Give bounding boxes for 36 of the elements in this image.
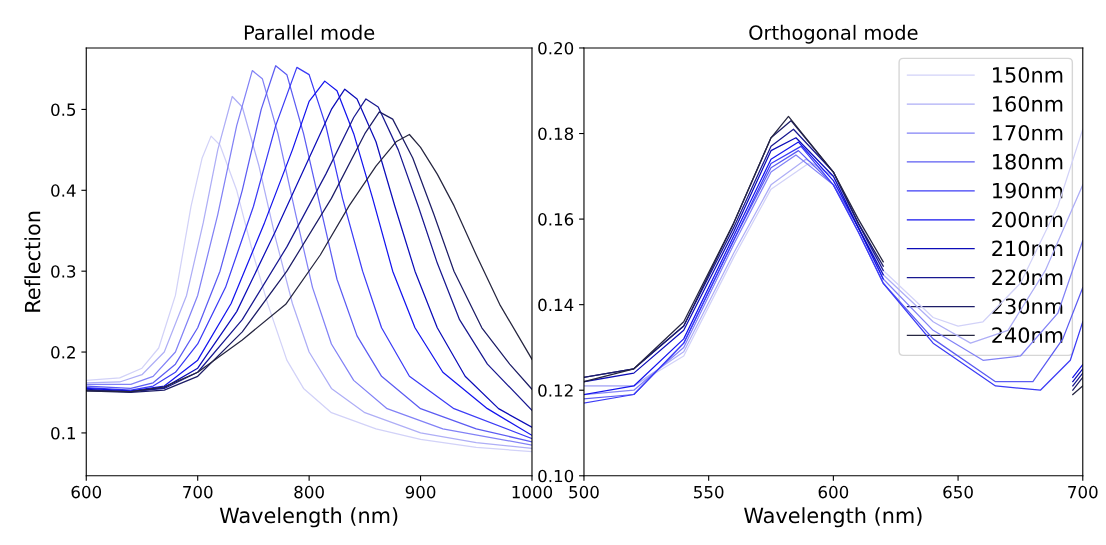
legend-label: 160nm xyxy=(993,95,1063,112)
legend-label: 230nm xyxy=(992,298,1063,315)
x-tick-label: 550 xyxy=(694,485,724,499)
x-tick-label: 900 xyxy=(405,485,436,499)
legend-label: 180nm xyxy=(993,153,1063,170)
legend-label: 240nm xyxy=(992,327,1063,344)
chart-title: Orthogonal mode xyxy=(749,24,918,44)
y-axis-title: Reflection xyxy=(24,211,41,312)
y-tick-label: 0.10 xyxy=(538,469,574,483)
y-tick-label: 0.18 xyxy=(538,127,574,141)
x-tick-label: 500 xyxy=(569,485,599,499)
y-tick-label: 0.16 xyxy=(538,213,574,226)
legend-label: 170nm xyxy=(993,124,1063,141)
legend-label: 190nm xyxy=(993,182,1063,199)
legend-label: 210nm xyxy=(992,240,1063,257)
y-tick-label: 0.3 xyxy=(51,265,76,278)
y-tick-label: 0.1 xyxy=(51,426,76,440)
y-tick-label: 0.5 xyxy=(51,103,76,116)
x-tick-label: 700 xyxy=(183,485,213,499)
y-tick-label: 0.12 xyxy=(538,384,573,397)
x-tick-label: 1000 xyxy=(512,485,553,499)
legend-label: 220nm xyxy=(992,269,1063,286)
x-tick-label: 600 xyxy=(71,485,102,499)
x-tick-label: 650 xyxy=(943,485,973,499)
y-tick-label: 0.4 xyxy=(51,184,76,197)
y-tick-label: 0.2 xyxy=(51,346,75,359)
x-axis-title: Wavelength (nm) xyxy=(744,507,922,528)
chart-title: Parallel mode xyxy=(244,24,375,40)
x-axis-title: Wavelength (nm) xyxy=(219,507,398,528)
x-tick-label: 800 xyxy=(294,485,324,499)
y-tick-label: 0.14 xyxy=(538,298,574,312)
x-tick-label: 600 xyxy=(818,485,849,499)
legend-label: 150nm xyxy=(993,67,1063,83)
y-tick-label: 0.20 xyxy=(538,41,574,55)
x-tick-label: 700 xyxy=(1068,485,1098,499)
legend-label: 200nm xyxy=(992,211,1063,228)
